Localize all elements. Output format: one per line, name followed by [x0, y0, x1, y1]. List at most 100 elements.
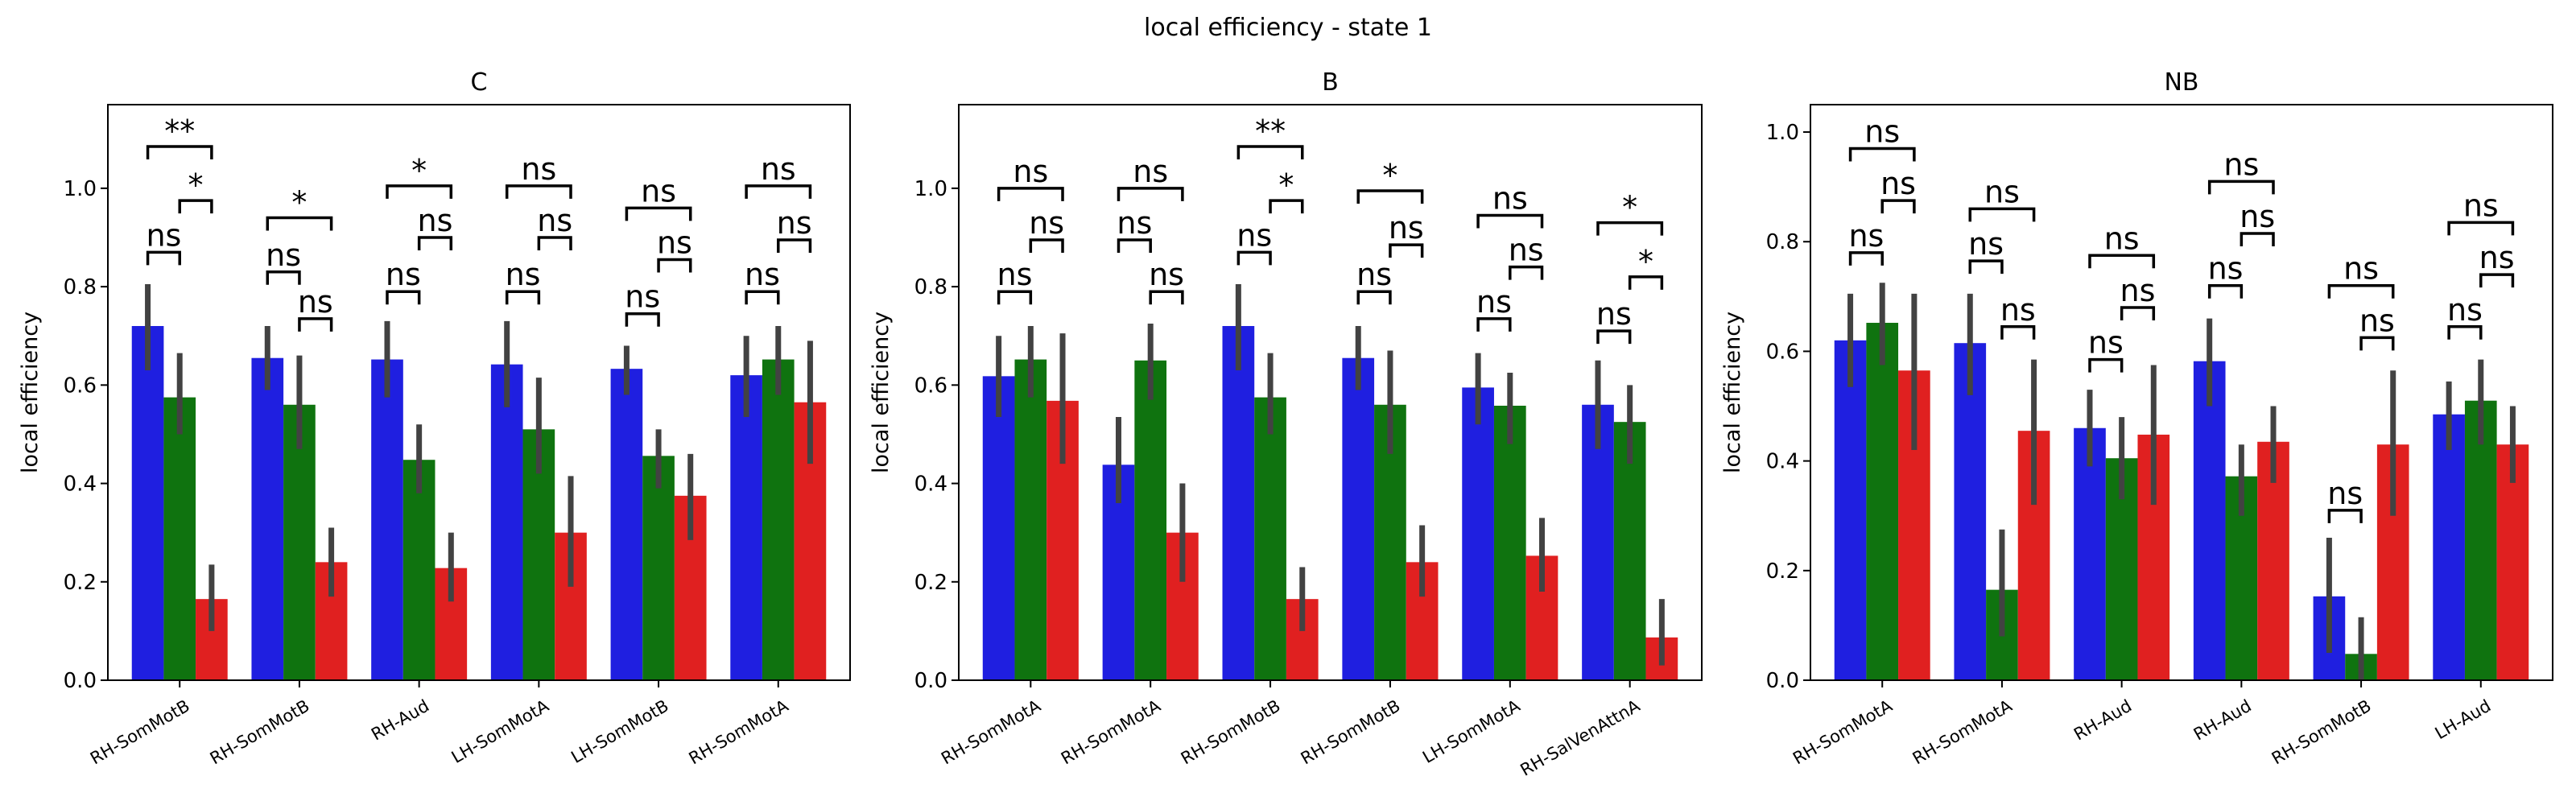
significance-bracket — [1029, 238, 1064, 254]
significance-bracket — [1476, 317, 1512, 332]
significance-label: ns — [641, 173, 676, 208]
significance-bracket — [417, 236, 453, 250]
significance-bracket — [1628, 275, 1664, 290]
significance-bracket — [2000, 325, 2036, 340]
significance-bracket — [745, 184, 812, 199]
bar — [2433, 414, 2465, 680]
y-tick-label: 0.8 — [1766, 230, 1799, 254]
y-tick-label: 0.2 — [914, 571, 947, 595]
bar — [1613, 422, 1646, 680]
significance-label: ns — [2240, 199, 2275, 234]
significance-label: ns — [657, 225, 692, 261]
significance-bracket — [298, 317, 333, 332]
significance-label: ns — [2223, 147, 2259, 182]
significance-bracket — [625, 206, 692, 221]
x-tick-label: RH-Aud — [2190, 696, 2255, 745]
x-tick-label: RH-Aud — [368, 696, 432, 745]
significance-bracket — [2447, 325, 2483, 340]
significance-label: ns — [1596, 296, 1632, 332]
bar — [762, 359, 795, 680]
significance-bracket — [2207, 180, 2275, 195]
y-tick-label: 0.6 — [1766, 340, 1799, 364]
x-tick-label: RH-SomMotA — [1909, 696, 2016, 768]
y-tick-label: 0.0 — [64, 669, 97, 693]
panel-title: NB — [2164, 68, 2198, 97]
significance-label: ns — [521, 151, 556, 187]
bar — [490, 364, 523, 680]
significance-label: * — [411, 153, 427, 188]
significance-bracket — [1117, 187, 1184, 201]
significance-label: * — [1278, 167, 1294, 203]
y-tick-label: 0.2 — [64, 571, 97, 595]
plot-frame — [1810, 104, 2553, 681]
x-tick-label: RH-SomMotB — [1298, 696, 1404, 769]
bar — [1254, 397, 1286, 680]
bar — [1342, 357, 1375, 680]
y-axis-label: local efficiency — [1720, 312, 1745, 473]
x-tick-label: LH-Aud — [2432, 696, 2494, 744]
bar — [1582, 404, 1614, 680]
significance-label: ns — [1117, 205, 1152, 241]
y-tick-label: 0.6 — [914, 374, 947, 398]
significance-bracket — [2088, 254, 2156, 269]
significance-bracket — [146, 250, 181, 266]
bar — [371, 359, 403, 680]
significance-label: ns — [2088, 325, 2124, 361]
significance-label: ns — [777, 205, 812, 241]
significance-label: ns — [2479, 240, 2515, 275]
x-tick-label: RH-SomMotB — [87, 696, 193, 769]
x-tick-label: LH-SomMotA — [448, 696, 553, 767]
bar — [982, 376, 1015, 680]
significance-label: ns — [1356, 257, 1392, 292]
y-tick-label: 0.8 — [914, 275, 947, 299]
significance-label: ns — [1389, 210, 1424, 246]
bar — [2074, 427, 2106, 680]
figure-title: local efficiency - state 1 — [1144, 14, 1432, 42]
y-axis-label: local efficiency — [869, 312, 894, 473]
y-tick-label: 0.4 — [914, 473, 947, 497]
significance-label: ns — [2343, 251, 2379, 287]
bar — [1954, 343, 1987, 680]
significance-label: ns — [1236, 217, 1272, 253]
significance-bracket — [2327, 509, 2363, 523]
significance-label: ns — [1848, 218, 1884, 254]
significance-label: ** — [164, 114, 195, 149]
plot-frame — [958, 104, 1703, 681]
significance-bracket — [1356, 290, 1392, 305]
significance-label: ns — [2447, 292, 2483, 328]
significance-bracket — [2088, 357, 2124, 373]
significance-label: ns — [1029, 205, 1064, 241]
y-tick-label: 0.0 — [914, 669, 947, 693]
x-tick-label: RH-SomMotB — [207, 696, 313, 769]
significance-label: ns — [1864, 114, 1900, 149]
significance-label: * — [1382, 158, 1397, 193]
significance-bracket — [657, 258, 692, 273]
significance-bracket — [1596, 329, 1632, 345]
significance-label: ns — [1984, 174, 2020, 209]
significance-bracket — [745, 290, 780, 305]
significance-bracket — [537, 236, 572, 250]
bar — [642, 456, 675, 680]
significance-bracket — [997, 187, 1064, 201]
x-tick-label: RH-SomMotA — [1058, 696, 1164, 768]
significance-label: ns — [2104, 221, 2140, 256]
significance-bracket — [178, 199, 213, 214]
significance-label: ns — [418, 203, 453, 238]
significance-bracket — [1476, 213, 1544, 229]
significance-bracket — [1236, 145, 1304, 159]
significance-label: ns — [1133, 154, 1168, 189]
y-tick-label: 1.0 — [64, 177, 97, 201]
significance-label: ns — [386, 257, 421, 292]
bar — [1134, 360, 1167, 680]
significance-label: ns — [1013, 154, 1048, 189]
x-tick-label: RH-SalVenAttnA — [1517, 696, 1643, 780]
y-tick-label: 1.0 — [914, 177, 947, 201]
significance-bracket — [1149, 290, 1184, 305]
significance-label: ns — [761, 151, 796, 187]
bar — [131, 326, 164, 680]
bar — [1462, 387, 1494, 680]
significance-label: ns — [1492, 181, 1528, 217]
x-tick-label: RH-SomMotA — [686, 696, 792, 768]
